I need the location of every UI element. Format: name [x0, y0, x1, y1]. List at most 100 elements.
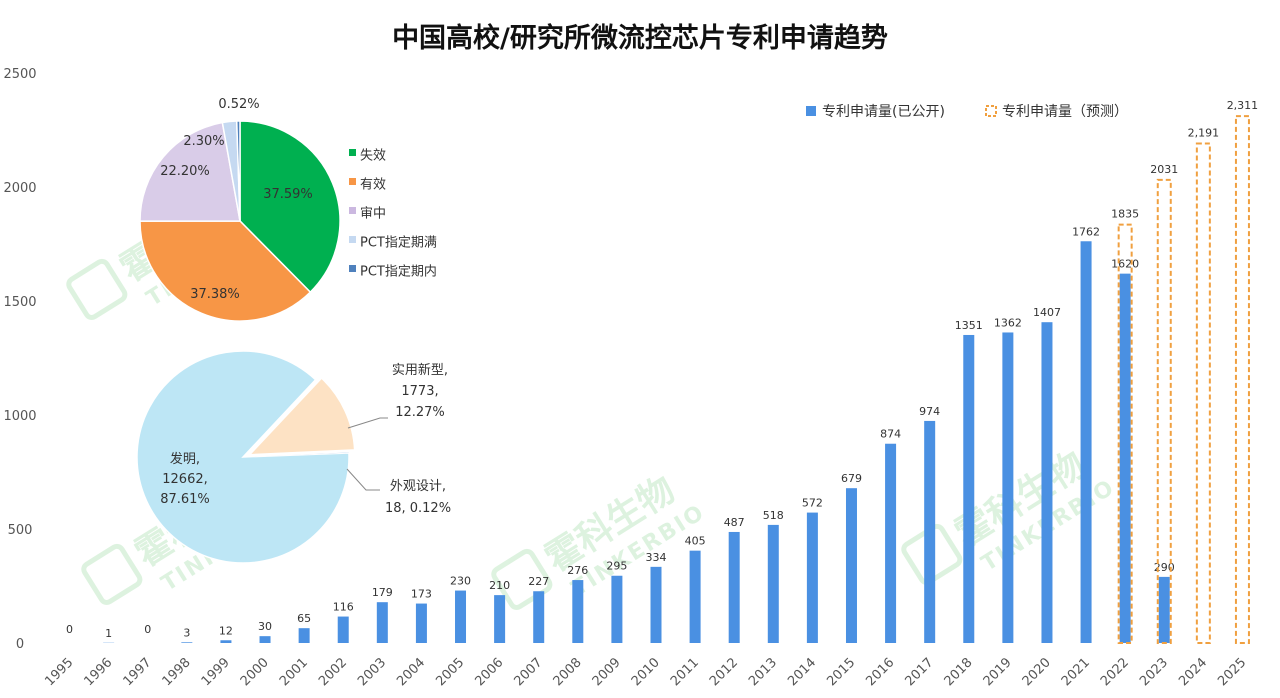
leader-line [348, 418, 388, 428]
bar-published [651, 567, 662, 643]
watermark-logo-icon [82, 544, 143, 605]
x-tick-label: 1998 [160, 655, 194, 689]
bar-published [768, 525, 779, 643]
x-tick-label: 1997 [121, 655, 155, 689]
bar-published [455, 591, 466, 643]
x-tick-label: 2025 [1215, 655, 1249, 689]
pie-slice-label: 12.27% [395, 405, 445, 420]
data-label: 179 [372, 586, 393, 599]
x-tick-label: 2010 [629, 655, 663, 689]
data-label: 210 [489, 579, 510, 592]
data-label: 3 [183, 626, 190, 639]
bar-published [494, 595, 505, 643]
bar-published [299, 628, 310, 643]
pie-legend-swatch [349, 207, 356, 214]
type-pie-chart: 发明,12662,87.61%实用新型,1773,12.27%外观设计,18, … [137, 351, 451, 563]
pie-legend-swatch [349, 178, 356, 185]
x-tick-label: 2013 [746, 655, 780, 689]
x-tick-label: 2006 [472, 655, 506, 689]
chart-title: 中国高校/研究所微流控芯片专利申请趋势 [392, 22, 888, 54]
pie-legend-swatch [349, 236, 356, 243]
pie-legend-label: 审中 [360, 207, 386, 222]
pie-legend-label: PCT指定期满 [360, 236, 437, 251]
bar-published [690, 551, 701, 643]
x-tick-label: 2015 [824, 655, 858, 689]
data-label: 1362 [994, 316, 1022, 329]
bar-published [533, 591, 544, 643]
pie-slice-label: 87.61% [160, 492, 210, 507]
data-label: 0 [66, 623, 73, 636]
bar-published [1081, 241, 1092, 643]
y-tick-label: 2500 [3, 67, 36, 82]
bar-published [572, 580, 583, 643]
data-label: 65 [297, 612, 311, 625]
bar-published [1120, 274, 1131, 643]
pie-slice-label: 0.52% [218, 97, 259, 112]
bar-published [220, 640, 231, 643]
data-label: 1 [105, 627, 112, 640]
x-tick-label: 2024 [1176, 655, 1210, 689]
y-tick-label: 2000 [3, 181, 36, 196]
bar-published [1041, 322, 1052, 643]
data-label: 487 [724, 516, 745, 529]
x-tick-label: 2017 [902, 655, 936, 689]
data-label: 1620 [1111, 258, 1139, 271]
bar-published [729, 532, 740, 643]
y-tick-label: 1000 [3, 409, 36, 424]
y-tick-label: 1500 [3, 295, 36, 310]
pie-slice-label: 37.59% [263, 187, 313, 202]
bar-published [338, 617, 349, 643]
x-tick-label: 2023 [1137, 655, 1171, 689]
data-label: 295 [606, 560, 627, 573]
y-tick-label: 0 [16, 637, 24, 652]
status-pie-chart: 37.59%37.38%22.20%2.30%0.52%失效有效审中PCT指定期… [140, 97, 437, 321]
y-tick-label: 500 [8, 523, 33, 538]
x-tick-label: 2002 [316, 655, 350, 689]
x-tick-label: 2003 [355, 655, 389, 689]
x-tick-label: 2016 [863, 655, 897, 689]
pie-slice-label: 发明, [170, 451, 200, 467]
data-label: 116 [333, 601, 354, 614]
bar-forecast [1236, 116, 1249, 643]
x-tick-label: 1996 [81, 655, 115, 689]
data-label: 230 [450, 575, 471, 588]
x-tick-label: 2008 [551, 655, 585, 689]
pie-slice-label: 12662, [162, 472, 208, 487]
x-tick-label: 2011 [668, 655, 702, 689]
pie-legend-label: 有效 [360, 178, 386, 193]
data-label: 173 [411, 588, 432, 601]
bar-published [1002, 332, 1013, 643]
pie-slice-label: 18, 0.12% [385, 501, 451, 516]
data-label: 334 [646, 551, 667, 564]
watermark-logo-icon [67, 259, 128, 320]
data-label: 1835 [1111, 208, 1139, 221]
data-label: 1407 [1033, 306, 1061, 319]
data-label: 276 [567, 564, 588, 577]
data-label: 679 [841, 472, 862, 485]
pie-slice-label: 37.38% [190, 287, 240, 302]
bar-published [924, 421, 935, 643]
data-label: 405 [685, 535, 706, 548]
bar-published [260, 636, 271, 643]
data-label: 2,311 [1227, 99, 1259, 112]
bar-legend: 专利申请量(已公开)专利申请量（预测） [806, 104, 1128, 120]
x-tick-label: 1999 [199, 655, 233, 689]
x-tick-label: 2007 [512, 655, 546, 689]
bar-published [611, 576, 622, 643]
y-axis: 0 500 1000 1500 2000 2500 [3, 67, 36, 652]
x-tick-label: 2018 [942, 655, 976, 689]
pie-slice-label: 1773, [401, 384, 438, 399]
data-label: 2031 [1150, 163, 1178, 176]
data-label: 2,191 [1188, 126, 1220, 139]
bar-published [807, 513, 818, 643]
pie-legend-label: PCT指定期内 [360, 264, 437, 280]
bar-forecast [1197, 143, 1210, 643]
x-tick-label: 2000 [238, 655, 272, 689]
data-label: 974 [919, 405, 940, 418]
legend-label-published: 专利申请量(已公开) [822, 104, 945, 120]
x-tick-label: 2019 [981, 655, 1015, 689]
bar-published [181, 642, 192, 643]
